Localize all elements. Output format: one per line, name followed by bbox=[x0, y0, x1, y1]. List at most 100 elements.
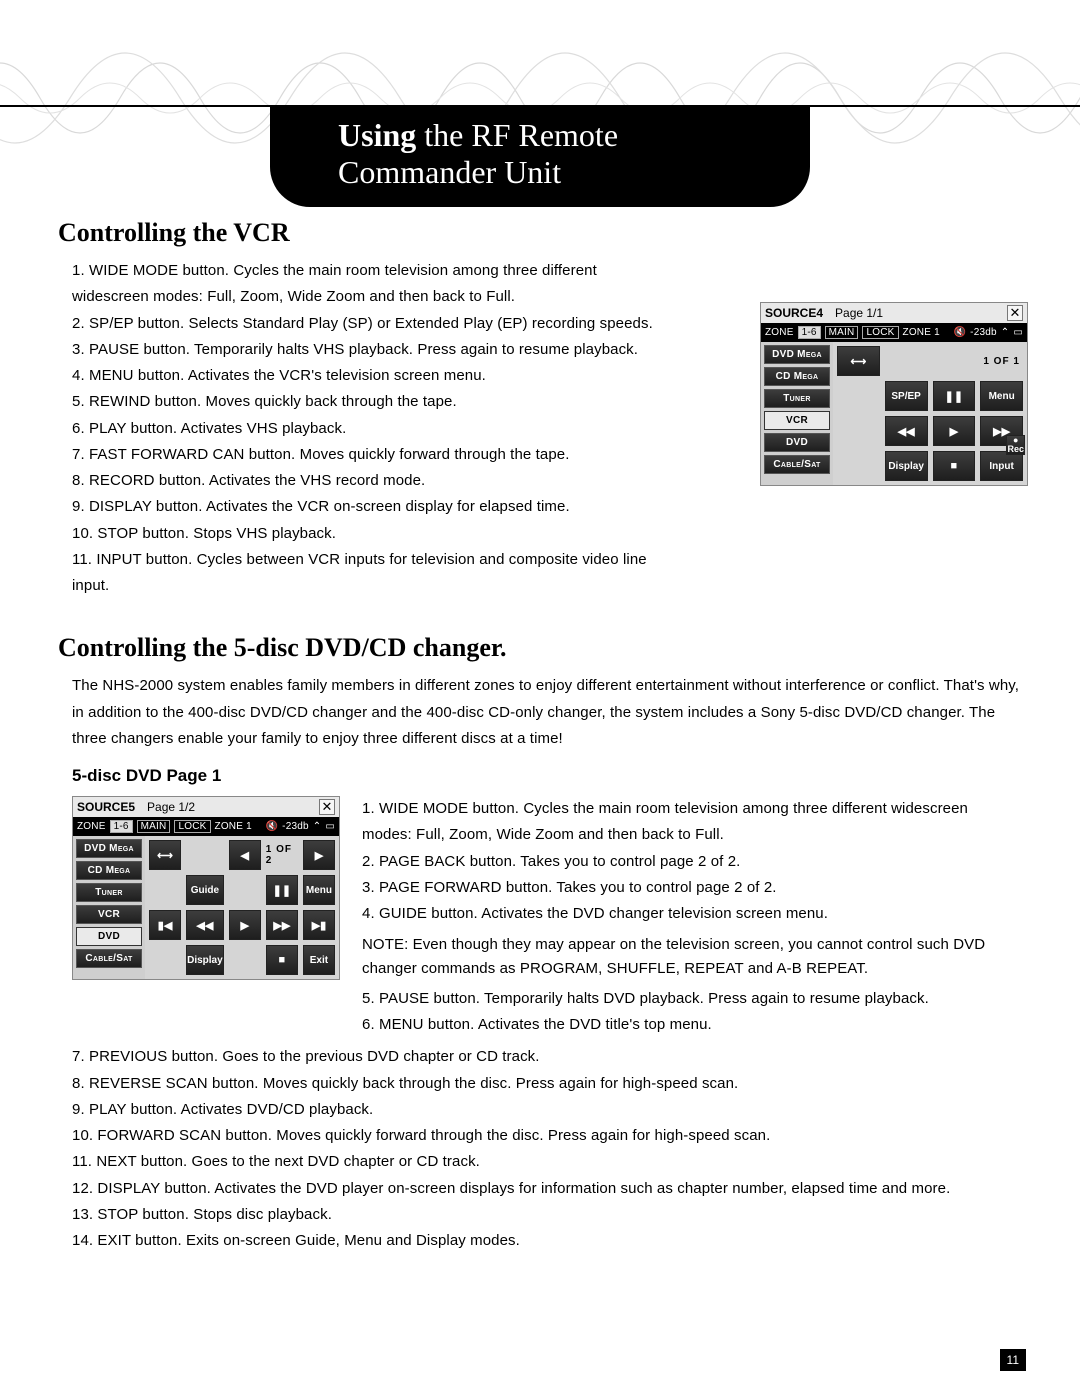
shot-page-label: Page 1/1 bbox=[835, 306, 883, 320]
vcr-heading: Controlling the VCR bbox=[58, 218, 1022, 248]
dvd-list-first: WIDE MODE button. Cycles the main room t… bbox=[362, 796, 1022, 927]
mute-icon: 🔇 bbox=[266, 821, 279, 832]
list-item: INPUT button. Cycles between VCR inputs … bbox=[72, 547, 673, 600]
vcr-list: WIDE MODE button. Cycles the main room t… bbox=[58, 258, 673, 599]
list-item: FAST FORWARD CAN button. Moves quickly f… bbox=[72, 442, 673, 468]
source-list: DVD Mega CD Mega Tuner VCR DVD Cable/Sat bbox=[761, 342, 833, 485]
display-button[interactable]: Display bbox=[885, 451, 928, 481]
dvd-heading: Controlling the 5-disc DVD/CD changer. bbox=[58, 633, 1022, 663]
source-button[interactable]: DVD bbox=[76, 927, 142, 946]
shot-source-label: SOURCE5 bbox=[77, 800, 135, 814]
source-button[interactable]: DVD Mega bbox=[764, 345, 830, 364]
stop-button[interactable]: ■ bbox=[266, 945, 298, 975]
dvd-intro: The NHS-2000 system enables family membe… bbox=[58, 673, 1022, 752]
list-item: PAUSE button. Temporarily halts DVD play… bbox=[362, 986, 1022, 1012]
list-item: NEXT button. Goes to the next DVD chapte… bbox=[72, 1149, 1022, 1175]
reverse-scan-button[interactable]: ◀◀ bbox=[186, 910, 224, 940]
list-item: PAUSE button. Temporarily halts VHS play… bbox=[72, 337, 673, 363]
list-item: PREVIOUS button. Goes to the previous DV… bbox=[72, 1044, 1022, 1070]
dvd-note: NOTE: Even though they may appear on the… bbox=[362, 933, 1022, 980]
pause-button[interactable]: ❚❚ bbox=[933, 381, 976, 411]
menu-button[interactable]: Menu bbox=[980, 381, 1023, 411]
input-button[interactable]: Input bbox=[980, 451, 1023, 481]
list-item: MENU button. Activates the DVD title's t… bbox=[362, 1012, 1022, 1038]
pause-button[interactable]: ❚❚ bbox=[266, 875, 298, 905]
guide-button[interactable]: Guide bbox=[186, 875, 224, 905]
exit-button[interactable]: Exit bbox=[303, 945, 335, 975]
page-back-button[interactable]: ◀ bbox=[229, 840, 261, 870]
zone-lock[interactable]: LOCK bbox=[174, 820, 210, 833]
dvd-section: Controlling the 5-disc DVD/CD changer. T… bbox=[58, 633, 1022, 1254]
previous-button[interactable]: ▮◀ bbox=[149, 910, 181, 940]
close-icon[interactable]: ✕ bbox=[319, 799, 335, 815]
zone-selected: ZONE 1 bbox=[215, 821, 252, 832]
signal-icon: ⌃ bbox=[1001, 327, 1010, 338]
page-forward-button[interactable]: ▶ bbox=[303, 840, 335, 870]
forward-scan-button[interactable]: ▶▶ bbox=[266, 910, 298, 940]
source-button[interactable]: Cable/Sat bbox=[764, 455, 830, 474]
control-grid: ⟷ 1 OF 1 SP/EP ❚❚ Menu ◀◀ ▶ ▶▶ Display ■… bbox=[833, 342, 1027, 485]
next-button[interactable]: ▶▮ bbox=[303, 910, 335, 940]
pager-label: 1 OF 1 bbox=[980, 346, 1023, 376]
list-item: PAGE FORWARD button. Takes you to contro… bbox=[362, 875, 1022, 901]
list-item: DISPLAY button. Activates the DVD player… bbox=[72, 1176, 1022, 1202]
dvd-sub-heading: 5-disc DVD Page 1 bbox=[58, 766, 1022, 786]
zone-main[interactable]: MAIN bbox=[825, 326, 859, 339]
display-button[interactable]: Display bbox=[186, 945, 224, 975]
source-button[interactable]: Tuner bbox=[764, 389, 830, 408]
source-button[interactable]: CD Mega bbox=[76, 861, 142, 880]
list-item: PAGE BACK button. Takes you to control p… bbox=[362, 849, 1022, 875]
mute-icon: 🔇 bbox=[954, 327, 967, 338]
source-button[interactable]: VCR bbox=[764, 411, 830, 430]
close-icon[interactable]: ✕ bbox=[1007, 305, 1023, 321]
wide-mode-button[interactable]: ⟷ bbox=[837, 346, 880, 376]
source-list: DVD Mega CD Mega Tuner VCR DVD Cable/Sat bbox=[73, 836, 145, 979]
zone-range[interactable]: 1-6 bbox=[798, 326, 821, 339]
page-title-bold: Using bbox=[338, 117, 416, 153]
zone-label: ZONE bbox=[765, 327, 794, 338]
source-button[interactable]: DVD bbox=[764, 433, 830, 452]
zone-range[interactable]: 1-6 bbox=[110, 820, 133, 833]
play-button[interactable]: ▶ bbox=[229, 910, 261, 940]
list-item: WIDE MODE button. Cycles the main room t… bbox=[72, 258, 673, 311]
page-number: 11 bbox=[1000, 1349, 1026, 1371]
source-button[interactable]: DVD Mega bbox=[76, 839, 142, 858]
zone-main[interactable]: MAIN bbox=[137, 820, 171, 833]
shot-zonebar: ZONE 1-6 MAIN LOCK ZONE 1 🔇 -23db ⌃ ▭ bbox=[73, 817, 339, 836]
shot-zonebar: ZONE 1-6 MAIN LOCK ZONE 1 🔇 -23db ⌃ ▭ bbox=[761, 323, 1027, 342]
zone-selected: ZONE 1 bbox=[903, 327, 940, 338]
shot-source-label: SOURCE4 bbox=[765, 306, 823, 320]
list-item: GUIDE button. Activates the DVD changer … bbox=[362, 901, 1022, 927]
list-item: EXIT button. Exits on-screen Guide, Menu… bbox=[72, 1228, 1022, 1254]
record-button[interactable]: ●Rec bbox=[1006, 435, 1025, 455]
menu-button[interactable]: Menu bbox=[303, 875, 335, 905]
shot-titlebar: SOURCE5 Page 1/2 ✕ bbox=[73, 797, 339, 817]
shot-page-label: Page 1/2 bbox=[147, 800, 195, 814]
wide-mode-button[interactable]: ⟷ bbox=[149, 840, 181, 870]
vcr-section: Controlling the VCR WIDE MODE button. Cy… bbox=[58, 218, 1022, 599]
list-item: DISPLAY button. Activates the VCR on-scr… bbox=[72, 494, 673, 520]
play-button[interactable]: ▶ bbox=[933, 416, 976, 446]
source-button[interactable]: Tuner bbox=[76, 883, 142, 902]
list-item: SP/EP button. Selects Standard Play (SP)… bbox=[72, 311, 673, 337]
spep-button[interactable]: SP/EP bbox=[885, 381, 928, 411]
list-item: REWIND button. Moves quickly back throug… bbox=[72, 389, 673, 415]
vcr-remote-screenshot: SOURCE4 Page 1/1 ✕ ZONE 1-6 MAIN LOCK ZON… bbox=[760, 302, 1028, 486]
shot-titlebar: SOURCE4 Page 1/1 ✕ bbox=[761, 303, 1027, 323]
control-grid: ⟷ ◀ 1 OF 2 ▶ Guide ❚❚ Menu ▮◀ ◀◀ ▶ ▶▶ bbox=[145, 836, 339, 979]
list-item: STOP button. Stops disc playback. bbox=[72, 1202, 1022, 1228]
list-item: WIDE MODE button. Cycles the main room t… bbox=[362, 796, 1022, 849]
source-button[interactable]: VCR bbox=[76, 905, 142, 924]
source-button[interactable]: CD Mega bbox=[764, 367, 830, 386]
zone-label: ZONE bbox=[77, 821, 106, 832]
list-item: FORWARD SCAN button. Moves quickly forwa… bbox=[72, 1123, 1022, 1149]
stop-button[interactable]: ■ bbox=[933, 451, 976, 481]
rewind-button[interactable]: ◀◀ bbox=[885, 416, 928, 446]
battery-icon: ▭ bbox=[325, 821, 335, 832]
pager-label: 1 OF 2 bbox=[266, 840, 298, 870]
dvd-list-mid: PAUSE button. Temporarily halts DVD play… bbox=[362, 986, 1022, 1039]
zone-lock[interactable]: LOCK bbox=[862, 326, 898, 339]
dvd-list-bottom: PREVIOUS button. Goes to the previous DV… bbox=[58, 1044, 1022, 1254]
source-button[interactable]: Cable/Sat bbox=[76, 949, 142, 968]
list-item: PLAY button. Activates DVD/CD playback. bbox=[72, 1097, 1022, 1123]
